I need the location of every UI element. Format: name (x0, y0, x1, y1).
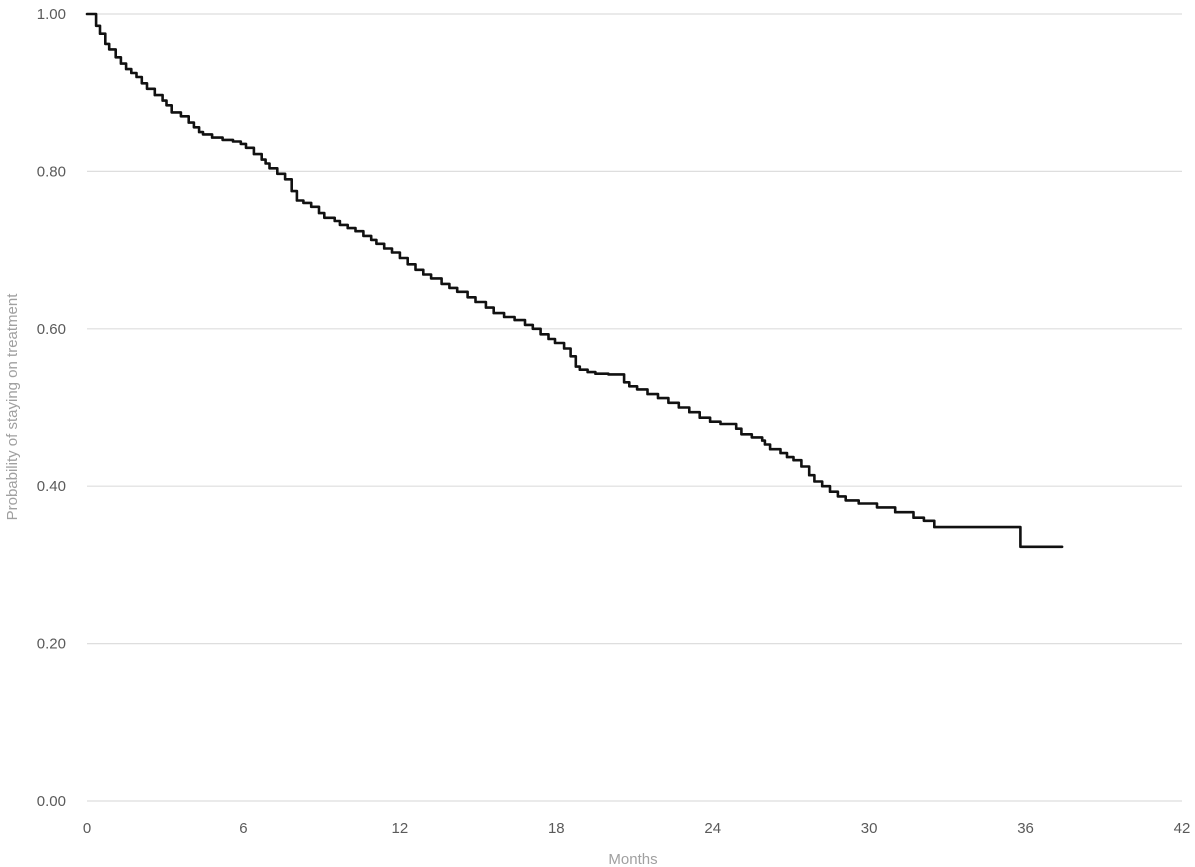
gridlines (87, 13, 1182, 802)
y-tick-label: 1.00 (37, 6, 66, 23)
y-tick-label: 0.80 (37, 163, 66, 180)
y-axis-ticks: 0.00 0.20 0.40 0.60 0.80 1.00 (37, 6, 66, 810)
survival-curve (85, 12, 1064, 549)
x-axis-title: Months (608, 851, 657, 867)
x-tick-label: 12 (392, 820, 409, 837)
plot-area (85, 12, 1064, 549)
x-tick-label: 36 (1017, 820, 1034, 837)
y-tick-label: 0.60 (37, 321, 66, 338)
x-axis-ticks: 0 6 12 18 24 30 36 42 (83, 820, 1191, 837)
x-tick-label: 42 (1174, 820, 1191, 837)
y-tick-label: 0.00 (37, 793, 66, 810)
x-tick-label: 30 (861, 820, 878, 837)
x-tick-label: 6 (239, 820, 247, 837)
y-tick-label: 0.40 (37, 478, 66, 495)
y-tick-label: 0.20 (37, 636, 66, 653)
x-tick-label: 18 (548, 820, 565, 837)
y-axis-title: Probability of staying on treatment (4, 293, 21, 521)
x-tick-label: 24 (704, 820, 721, 837)
x-tick-label: 0 (83, 820, 91, 837)
